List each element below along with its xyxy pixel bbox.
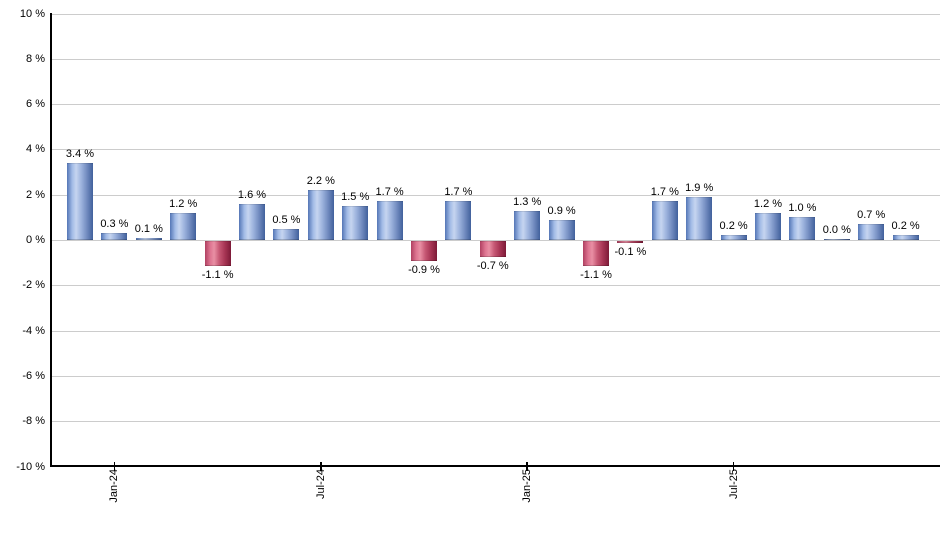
bar-value-label: 0.9 % <box>547 204 576 217</box>
bar-value-label: 0.2 % <box>719 220 748 233</box>
bar-value-label: 1.2 % <box>169 197 198 210</box>
gridline-2pct <box>50 195 940 196</box>
y-axis-tick-label: -4 % <box>22 325 45 337</box>
bar-value-label: 1.7 % <box>444 186 473 199</box>
bar-value-label: 2.2 % <box>306 175 335 188</box>
bar-positive <box>651 201 678 240</box>
x-axis-tick-label: Jan-24 <box>108 469 121 503</box>
bar-positive <box>755 212 781 240</box>
bar-value-label: 0.2 % <box>891 220 920 233</box>
bar-value-label: -0.1 % <box>614 246 647 259</box>
bar-value-label: -0.9 % <box>408 264 440 277</box>
bar-negative <box>583 241 609 266</box>
bar-positive <box>376 201 403 240</box>
x-axis-tick <box>732 462 735 471</box>
bar-positive <box>548 219 575 240</box>
bar-value-label: 1.6 % <box>237 188 267 201</box>
bar-negative <box>617 241 644 244</box>
bar-positive <box>823 238 850 240</box>
y-axis-tick-label: -6 % <box>22 370 45 382</box>
bar-positive <box>170 212 197 240</box>
x-axis-tick-label: Jan-25 <box>521 469 534 503</box>
bar-value-label: -1.1 % <box>201 268 234 281</box>
bar-positive <box>445 201 472 240</box>
bar-positive <box>720 235 747 240</box>
gridline--4pct <box>50 331 940 332</box>
bar-value-label: 0.5 % <box>272 213 301 226</box>
bar-positive <box>239 203 265 240</box>
y-axis-tick-label: -10 % <box>16 461 45 473</box>
gridline-10pct <box>50 14 940 15</box>
gridline-4pct <box>50 149 940 150</box>
y-axis-tick-label: 0 % <box>26 234 45 246</box>
bar-positive <box>686 196 713 240</box>
bar-positive <box>892 235 919 240</box>
bar-value-label: 1.3 % <box>513 195 542 208</box>
bar-negative <box>411 241 437 262</box>
bar-value-label: 1.5 % <box>341 191 370 204</box>
y-axis-tick-label: 2 % <box>26 189 45 201</box>
bar-value-label: 1.7 % <box>375 186 404 199</box>
bar-value-label: 1.9 % <box>685 181 714 194</box>
bar-positive <box>135 237 162 240</box>
bar-positive <box>342 206 369 240</box>
x-axis-tick-label: Jul-24 <box>314 469 327 499</box>
bar-positive <box>67 162 93 240</box>
bar-negative <box>479 241 506 257</box>
y-axis-tick-label: -2 % <box>22 279 45 291</box>
x-axis-line <box>50 465 940 467</box>
y-axis-tick-label: 4 % <box>26 143 45 155</box>
gridline--8pct <box>50 421 940 422</box>
bar-value-label: 1.7 % <box>650 186 679 199</box>
bar-value-label: 0.1 % <box>134 222 163 235</box>
gridline--6pct <box>50 376 940 377</box>
bar-positive <box>514 210 541 240</box>
bar-value-label: 0.0 % <box>822 223 851 236</box>
bar-value-label: -1.1 % <box>580 268 612 281</box>
gridline-8pct <box>50 59 940 60</box>
bar-positive <box>101 233 128 240</box>
bar-positive <box>307 190 334 240</box>
bar-positive <box>789 217 816 240</box>
x-axis-tick <box>526 462 528 471</box>
bar-value-label: 0.3 % <box>100 218 129 231</box>
bar-negative <box>204 241 231 266</box>
x-axis-tick <box>320 462 322 471</box>
gridline--2pct <box>50 285 940 286</box>
bar-value-label: -0.7 % <box>476 259 509 272</box>
gridline-6pct <box>50 104 940 105</box>
x-axis-tick <box>113 462 116 471</box>
y-axis-tick-label: -8 % <box>22 415 45 427</box>
bar-positive <box>858 224 885 240</box>
gridline-0pct <box>50 240 940 241</box>
bar-value-label: 0.7 % <box>857 209 886 222</box>
bar-positive <box>273 228 300 240</box>
bar-value-label: 1.2 % <box>753 197 783 210</box>
y-axis-tick-label: 6 % <box>26 98 45 110</box>
x-axis-tick-label: Jul-25 <box>727 469 740 499</box>
y-axis-line <box>50 13 52 467</box>
bar-value-label: 1.0 % <box>788 202 817 215</box>
y-axis-tick-label: 8 % <box>26 53 45 65</box>
bar-value-label: 3.4 % <box>65 147 95 160</box>
y-axis-tick-label: 10 % <box>19 8 45 20</box>
